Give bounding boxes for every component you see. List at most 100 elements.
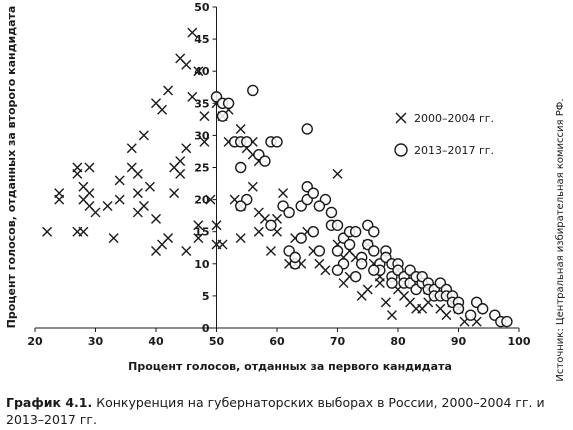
x-tick-label: 40 xyxy=(148,335,164,348)
point-2000-2004 xyxy=(72,226,83,237)
point-2013-2017 xyxy=(313,200,326,212)
y-tick-label: 40 xyxy=(194,65,210,78)
point-2000-2004 xyxy=(138,130,149,141)
point-2000-2004 xyxy=(144,181,155,192)
axes: 20 30 40 50 60 70 80 90 100 0 5 10 15 20 25 30 35 40 45 50 xyxy=(27,1,530,348)
y-tick-label: 50 xyxy=(194,1,210,14)
point-2000-2004 xyxy=(181,245,192,256)
point-2000-2004 xyxy=(386,310,397,321)
point-2013-2017 xyxy=(386,277,398,289)
point-2013-2017 xyxy=(313,245,326,257)
y-tick-label: 25 xyxy=(194,162,209,175)
y-tick-label: 30 xyxy=(194,129,210,142)
point-2000-2004 xyxy=(187,27,198,38)
y-tick-label: 15 xyxy=(194,226,209,239)
point-2013-2017 xyxy=(283,206,295,219)
point-2013-2017 xyxy=(295,232,307,244)
point-2000-2004 xyxy=(278,188,289,199)
point-2000-2004 xyxy=(193,233,204,244)
point-2000-2004 xyxy=(169,188,180,199)
point-2013-2017 xyxy=(368,225,380,238)
point-2000-2004 xyxy=(102,201,113,212)
caption-text: Конкуренция на губернаторских выборах в … xyxy=(6,395,545,427)
x-tick-label: 30 xyxy=(88,335,104,348)
point-2013-2017 xyxy=(501,315,513,328)
y-tick-label: 0 xyxy=(202,322,210,335)
x-tick-label: 80 xyxy=(390,335,406,348)
point-2000-2004 xyxy=(42,226,53,237)
y-axis-title: Процент голосов, отданных за второго кан… xyxy=(5,6,18,329)
point-2000-2004 xyxy=(108,233,119,244)
point-2013-2017 xyxy=(271,136,283,148)
point-2000-2004 xyxy=(374,278,385,289)
y-tick-label: 45 xyxy=(194,33,209,46)
point-2000-2004 xyxy=(181,59,192,70)
legend: 2000–2004 гг. 2013–2017 гг. xyxy=(394,112,494,157)
point-2000-2004 xyxy=(187,91,198,102)
caption-label: График 4.1. xyxy=(6,395,93,410)
point-2013-2017 xyxy=(349,270,362,283)
x-tick-label: 70 xyxy=(330,335,346,348)
x-tick-label: 50 xyxy=(209,335,225,348)
x-tick-label: 100 xyxy=(508,335,531,348)
scatter-chart: 20 30 40 50 60 70 80 90 10005101520253035404550 … xyxy=(5,1,566,382)
point-2000-2004 xyxy=(163,85,174,96)
point-2000-2004 xyxy=(175,156,186,167)
legend-marker-circle xyxy=(394,143,408,157)
x-tick-label: 20 xyxy=(27,335,43,348)
point-2013-2017 xyxy=(464,309,477,321)
x-axis-title: Процент голосов, отданных за первого кан… xyxy=(128,360,452,373)
point-2000-2004 xyxy=(193,220,204,231)
point-2000-2004 xyxy=(362,284,373,295)
point-2000-2004 xyxy=(211,220,222,231)
point-2000-2004 xyxy=(253,226,264,237)
point-2013-2017 xyxy=(331,245,344,257)
point-2000-2004 xyxy=(114,194,125,205)
point-2013-2017 xyxy=(331,264,344,276)
point-2000-2004 xyxy=(175,168,186,179)
point-2013-2017 xyxy=(343,238,356,251)
point-2013-2017 xyxy=(356,258,368,270)
source-note: Источник: Центральная избирательная коми… xyxy=(555,98,566,381)
point-2000-2004 xyxy=(90,207,101,218)
point-2000-2004 xyxy=(114,175,125,186)
figure-caption: График 4.1. Конкуренция на губернаторски… xyxy=(6,394,566,428)
point-2000-2004 xyxy=(193,66,204,77)
point-2000-2004 xyxy=(235,233,246,244)
point-2000-2004 xyxy=(138,201,149,212)
point-2013-2017 xyxy=(216,110,229,122)
point-2000-2004 xyxy=(54,188,65,199)
point-2000-2004 xyxy=(380,297,391,308)
point-2000-2004 xyxy=(235,123,246,134)
point-2013-2017 xyxy=(289,251,301,264)
point-2000-2004 xyxy=(126,143,137,154)
point-2000-2004 xyxy=(320,265,331,276)
point-2013-2017 xyxy=(349,225,362,238)
point-2013-2017 xyxy=(259,155,271,167)
point-2013-2017 xyxy=(331,219,344,231)
data-points xyxy=(42,27,513,328)
point-2000-2004 xyxy=(265,245,276,256)
point-2000-2004 xyxy=(217,239,228,250)
point-2013-2017 xyxy=(307,225,319,238)
point-2000-2004 xyxy=(157,104,168,115)
point-2000-2004 xyxy=(72,162,83,173)
point-2013-2017 xyxy=(247,84,259,97)
point-2000-2004 xyxy=(163,233,174,244)
point-2000-2004 xyxy=(181,143,192,154)
point-2000-2004 xyxy=(132,168,143,179)
point-2013-2017 xyxy=(307,187,319,199)
point-2013-2017 xyxy=(368,245,380,257)
legend-label: 2000–2004 гг. xyxy=(414,112,494,125)
point-2013-2017 xyxy=(477,303,489,315)
point-2013-2017 xyxy=(234,161,247,174)
point-2013-2017 xyxy=(301,123,313,135)
point-2000-2004 xyxy=(247,181,258,192)
x-tick-label: 90 xyxy=(451,335,467,348)
point-2013-2017 xyxy=(368,264,380,276)
point-2000-2004 xyxy=(151,213,161,224)
point-2000-2004 xyxy=(205,194,216,205)
x-tick-label: 60 xyxy=(269,335,285,348)
point-2000-2004 xyxy=(132,188,143,199)
point-2013-2017 xyxy=(265,219,277,231)
